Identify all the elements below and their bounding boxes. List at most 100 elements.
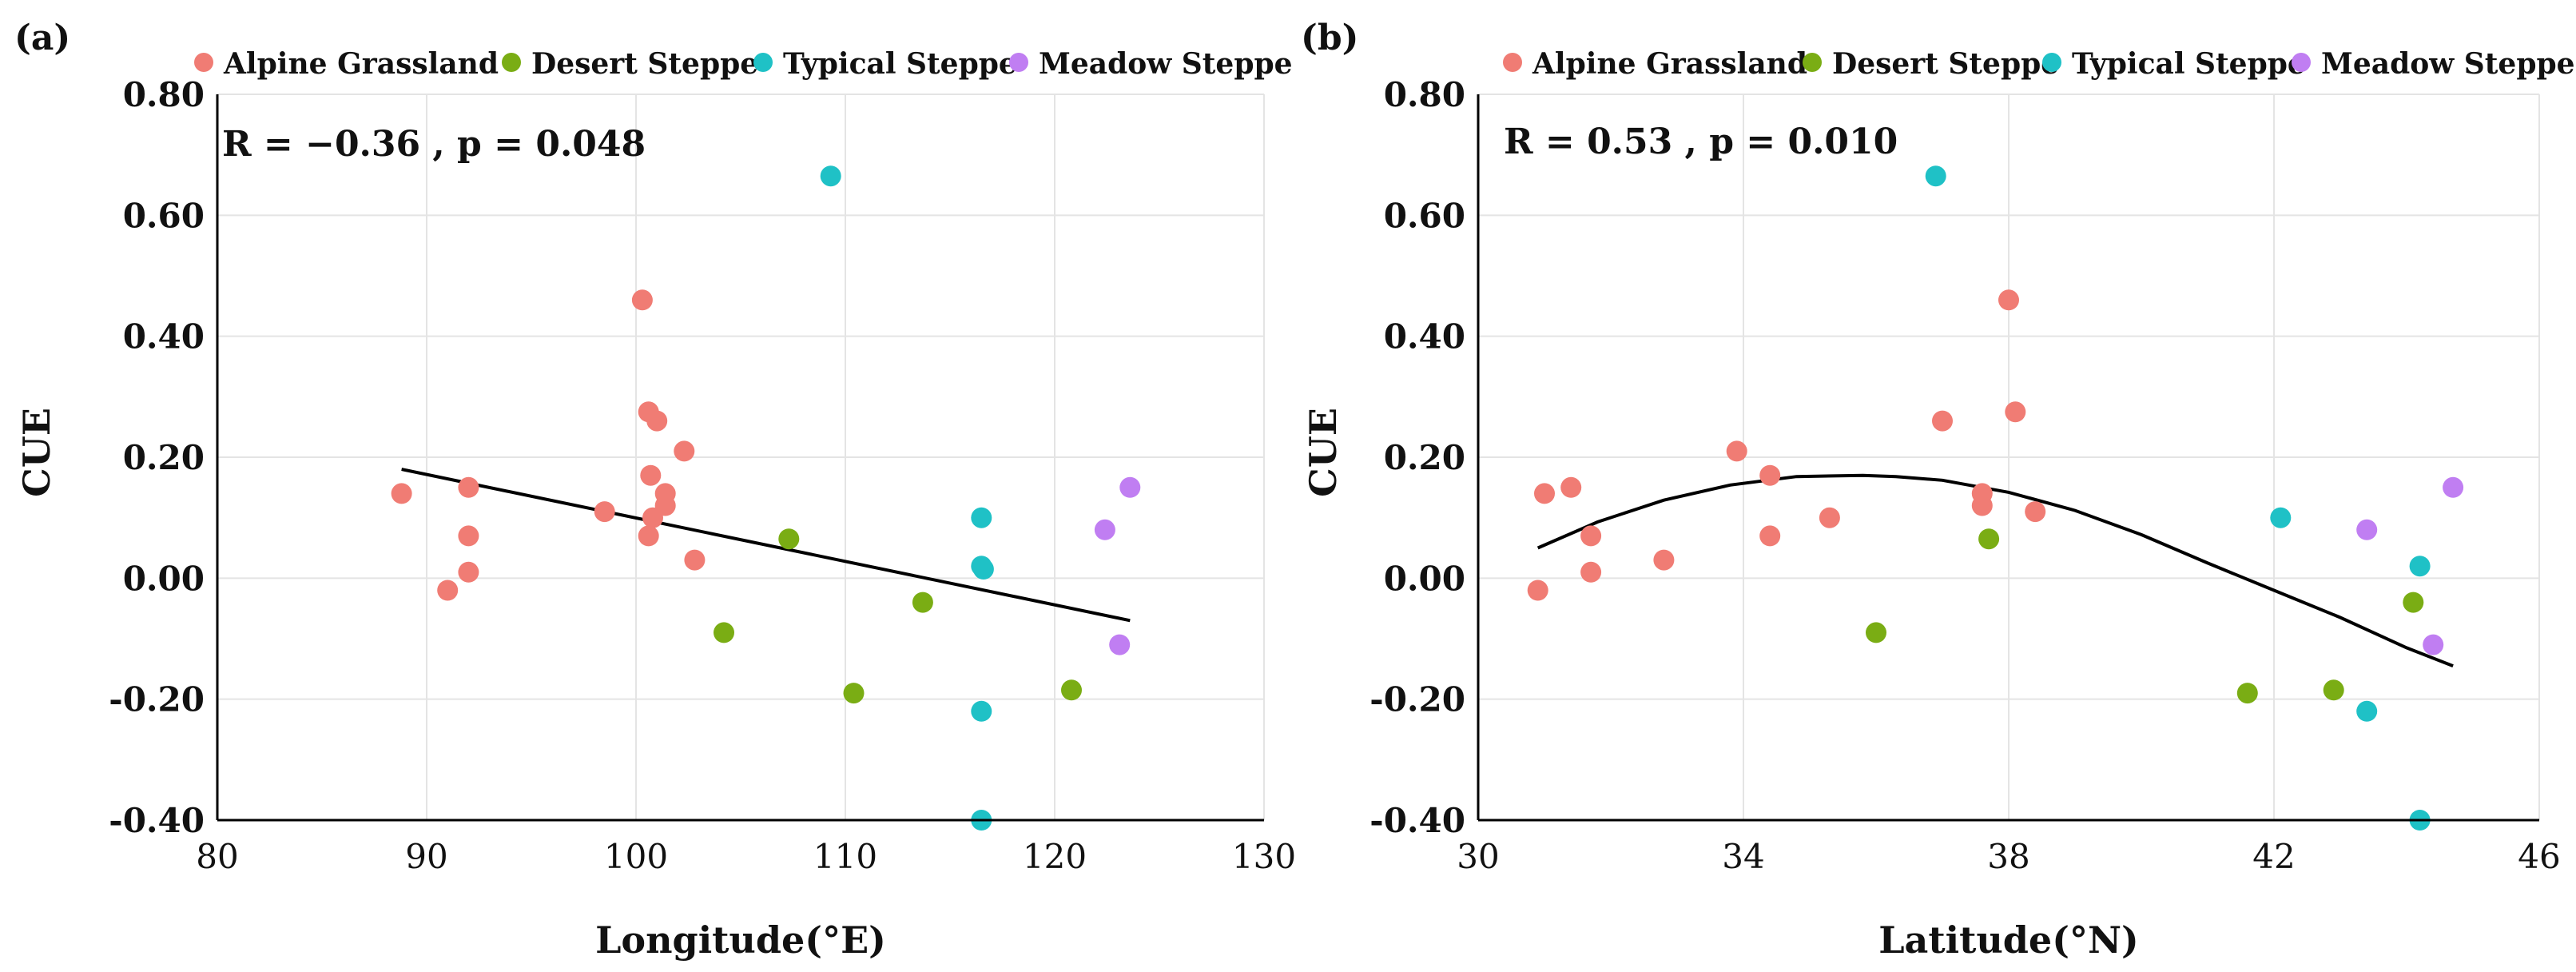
panel-b: (b) Alpine Grassland Desert Steppe Typic…	[1301, 18, 2575, 962]
point-alpine-grassland-4	[458, 525, 479, 547]
point-alpine-grassland-1	[391, 483, 412, 504]
trendline-layer	[401, 468, 1131, 623]
point-typical-steppe-4	[2409, 556, 2431, 577]
point-alpine-grassland-12	[638, 525, 659, 547]
points-layer	[1527, 165, 2464, 831]
point-alpine-grassland-15	[2005, 401, 2026, 423]
point-meadow-steppe-2	[1109, 634, 1131, 655]
point-meadow-steppe-2	[2423, 634, 2444, 655]
legend-label-typical-steppe: Typical Steppe	[2072, 47, 2306, 81]
panel-label: (a)	[14, 18, 70, 58]
point-alpine-grassland-1	[1527, 580, 1548, 601]
legend-label-desert-steppe: Desert Steppe	[531, 47, 758, 81]
point-alpine-grassland-5	[458, 561, 479, 583]
point-alpine-grassland-11	[1932, 410, 1953, 432]
y-tick-label: 0.60	[1384, 196, 1465, 235]
point-typical-steppe-4	[972, 559, 994, 580]
point-desert-steppe-4	[912, 592, 933, 613]
gridlines	[1478, 94, 2540, 820]
point-alpine-grassland-9	[646, 410, 668, 432]
point-alpine-grassland-4	[1580, 525, 1602, 547]
point-desert-steppe-4	[2323, 679, 2344, 701]
point-alpine-grassland-10	[1819, 507, 1840, 528]
point-alpine-grassland-2	[437, 580, 459, 601]
legend-marker-desert-steppe	[1803, 53, 1822, 72]
x-axis-label: Latitude(°N)	[1878, 918, 2139, 962]
y-tick-label: 0.00	[123, 559, 205, 598]
point-desert-steppe-5	[2403, 592, 2424, 613]
y-tick-label: 0.00	[1384, 559, 1465, 598]
point-desert-steppe-1	[714, 622, 734, 643]
legend-marker-meadow-steppe	[2292, 53, 2311, 72]
y-tick-label: 0.60	[123, 196, 205, 235]
y-tick-label: -0.40	[109, 801, 205, 840]
point-meadow-steppe-1	[2356, 519, 2378, 540]
axes: 30 34 38 42 46 -0.40 -0.20 0.00 0.20 0.40 0.60 0.80	[1369, 75, 2560, 876]
point-desert-steppe-2	[1978, 528, 2000, 550]
x-tick-label: 110	[813, 837, 877, 876]
point-desert-steppe-2	[778, 528, 800, 550]
legend-marker-desert-steppe	[502, 53, 521, 72]
y-tick-label: -0.40	[1369, 801, 1465, 840]
y-axis-label: CUE	[1302, 408, 1345, 497]
point-meadow-steppe-3	[2443, 476, 2464, 498]
y-tick-label: 0.80	[1384, 75, 1465, 114]
point-alpine-grassland-16	[684, 549, 706, 571]
y-tick-label: 0.40	[1384, 317, 1465, 357]
gridlines	[217, 94, 1265, 820]
point-meadow-steppe-3	[1119, 476, 1141, 498]
stats-annotation: R = −0.36 , p = 0.048	[222, 124, 646, 165]
legend-label-alpine-grassland: Alpine Grassland	[223, 47, 499, 81]
point-alpine-grassland-16	[2025, 501, 2046, 523]
legend-label-meadow-steppe: Meadow Steppe	[2321, 47, 2575, 81]
point-alpine-grassland-9	[1759, 525, 1781, 547]
x-tick-label: 130	[1232, 837, 1296, 876]
legend-marker-typical-steppe	[2042, 53, 2061, 72]
point-meadow-steppe-1	[1094, 519, 1115, 540]
legend-label-typical-steppe: Typical Steppe	[783, 47, 1017, 81]
legend-label-alpine-grassland: Alpine Grassland	[1532, 47, 1807, 81]
point-alpine-grassland-7	[631, 289, 653, 311]
x-axis-label: Longitude(°E)	[595, 918, 886, 962]
y-tick-label: 0.20	[123, 438, 205, 477]
x-tick-label: 120	[1023, 837, 1087, 876]
y-tick-label: -0.20	[109, 680, 205, 719]
y-tick-label: -0.20	[1369, 680, 1465, 719]
point-alpine-grassland-10	[640, 464, 662, 486]
point-alpine-grassland-14	[654, 495, 676, 516]
x-tick-label: 100	[604, 837, 668, 876]
x-tick-label: 80	[196, 837, 238, 876]
points-layer	[391, 165, 1141, 831]
point-alpine-grassland-14	[1998, 289, 2019, 311]
trendline-layer	[1536, 473, 2454, 667]
legend-marker-typical-steppe	[753, 53, 773, 72]
point-typical-steppe-3	[2356, 700, 2378, 722]
legend-marker-alpine-grassland	[1503, 53, 1522, 72]
point-desert-steppe-3	[2236, 683, 2258, 704]
point-alpine-grassland-7	[1726, 440, 1747, 462]
legend-label-meadow-steppe: Meadow Steppe	[1039, 47, 1293, 81]
point-alpine-grassland-15	[674, 440, 695, 462]
x-tick-label: 90	[405, 837, 447, 876]
trendline-linear	[401, 468, 1131, 623]
point-alpine-grassland-3	[1560, 476, 1582, 498]
trendline-quadratic	[1536, 473, 2454, 667]
stats-annotation: R = 0.53 , p = 0.010	[1504, 122, 1898, 162]
point-alpine-grassland-6	[594, 501, 615, 523]
x-tick-label: 30	[1457, 837, 1499, 876]
point-desert-steppe-3	[843, 683, 865, 704]
legend: Alpine Grassland Desert Steppe Typical S…	[194, 47, 1293, 81]
point-typical-steppe-1	[820, 165, 841, 187]
legend: Alpine Grassland Desert Steppe Typical S…	[1503, 47, 2575, 81]
legend-marker-alpine-grassland	[194, 53, 213, 72]
panel-a: (a) Alpine Grassland Desert Steppe Typic…	[14, 18, 1296, 962]
point-desert-steppe-1	[1866, 622, 1886, 643]
y-tick-label: 0.20	[1384, 438, 1465, 477]
legend-label-desert-steppe: Desert Steppe	[1832, 47, 2059, 81]
legend-marker-meadow-steppe	[1009, 53, 1028, 72]
x-tick-label: 38	[1987, 837, 2029, 876]
x-tick-label: 34	[1722, 837, 1764, 876]
point-alpine-grassland-8	[1759, 464, 1781, 486]
x-tick-label: 42	[2252, 837, 2295, 876]
